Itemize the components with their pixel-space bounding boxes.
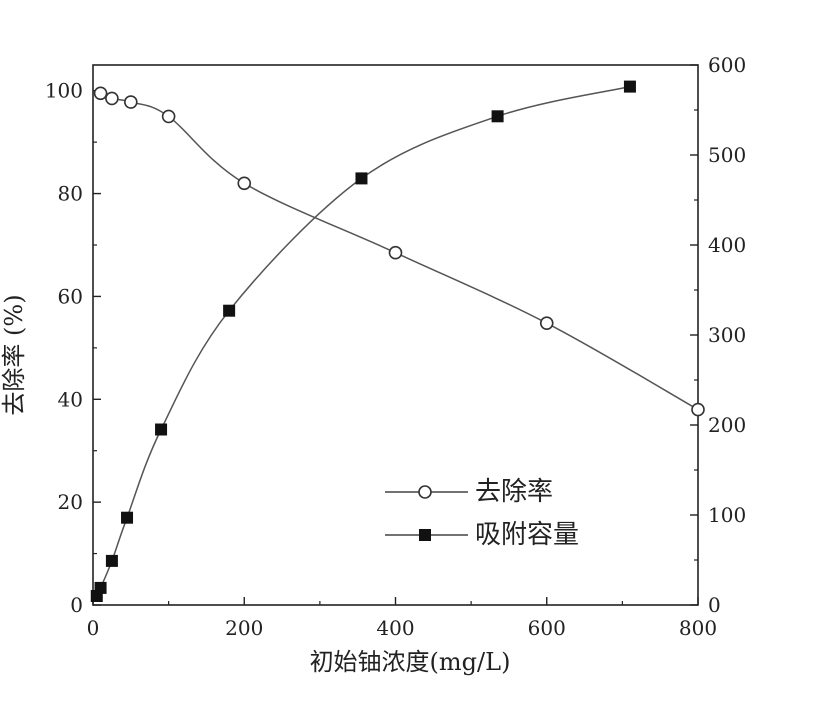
x-tick-label: 200 [225, 616, 263, 640]
legend-marker-removal [418, 485, 432, 499]
left-y-tick-label: 40 [58, 387, 83, 411]
x-tick-label: 400 [376, 616, 414, 640]
x-axis-label: 初始铀浓度(mg/L) [310, 648, 511, 676]
left-y-axis-label: 去除率 (%) [0, 294, 28, 415]
adsorption-capacity-point [491, 110, 504, 123]
series-layer [90, 80, 705, 602]
plot-border [92, 64, 699, 606]
adsorption-capacity-point [105, 554, 118, 567]
adsorption-capacity-point [121, 511, 134, 524]
removal-rate-point [691, 402, 705, 417]
legend-label-capacity: 吸附容量 [475, 520, 579, 550]
left-y-tick-label: 20 [58, 490, 83, 514]
x-tick-label: 800 [679, 616, 717, 640]
right-y-tick-label: 500 [708, 143, 746, 167]
right-y-tick-label: 400 [708, 233, 746, 257]
x-tick-label: 600 [528, 616, 566, 640]
right-y-tick-label: 600 [708, 53, 746, 77]
legend: 去除率 吸附容量 [385, 477, 579, 550]
legend-marker-capacity [419, 529, 431, 541]
removal-rate-point [105, 91, 119, 106]
adsorption-capacity-point [355, 172, 368, 185]
left-y-tick-label: 80 [58, 182, 83, 206]
left-y-tick-label: 60 [58, 284, 83, 308]
legend-label-removal: 去除率 [475, 477, 553, 507]
removal-rate-point [93, 86, 108, 101]
right-y-axis: 0 100 200 300 400 500 600 [690, 53, 746, 617]
right-y-tick-label: 200 [708, 413, 746, 437]
removal-rate-point [161, 109, 176, 124]
adsorption-capacity-point [94, 581, 107, 594]
left-y-tick-label: 100 [45, 79, 83, 103]
right-y-tick-label: 100 [708, 503, 746, 527]
x-axis: 0 200 400 600 800 [87, 597, 717, 640]
plot-frame [92, 64, 699, 606]
removal-rate-point [124, 95, 138, 109]
x-tick-label: 0 [87, 616, 100, 640]
adsorption-capacity-line [96, 85, 631, 597]
removal-rate-point [388, 245, 403, 260]
adsorption-capacity-point [623, 80, 636, 93]
removal-rate-point [539, 316, 554, 330]
adsorption-capacity-point [223, 304, 236, 317]
removal-rate-point [237, 176, 252, 191]
adsorption-capacity-point [155, 423, 168, 436]
left-y-axis: 0 20 40 60 80 100 [45, 79, 101, 617]
right-y-tick-label: 0 [708, 593, 721, 617]
right-y-tick-label: 300 [708, 323, 746, 347]
left-y-tick-label: 0 [70, 593, 83, 617]
